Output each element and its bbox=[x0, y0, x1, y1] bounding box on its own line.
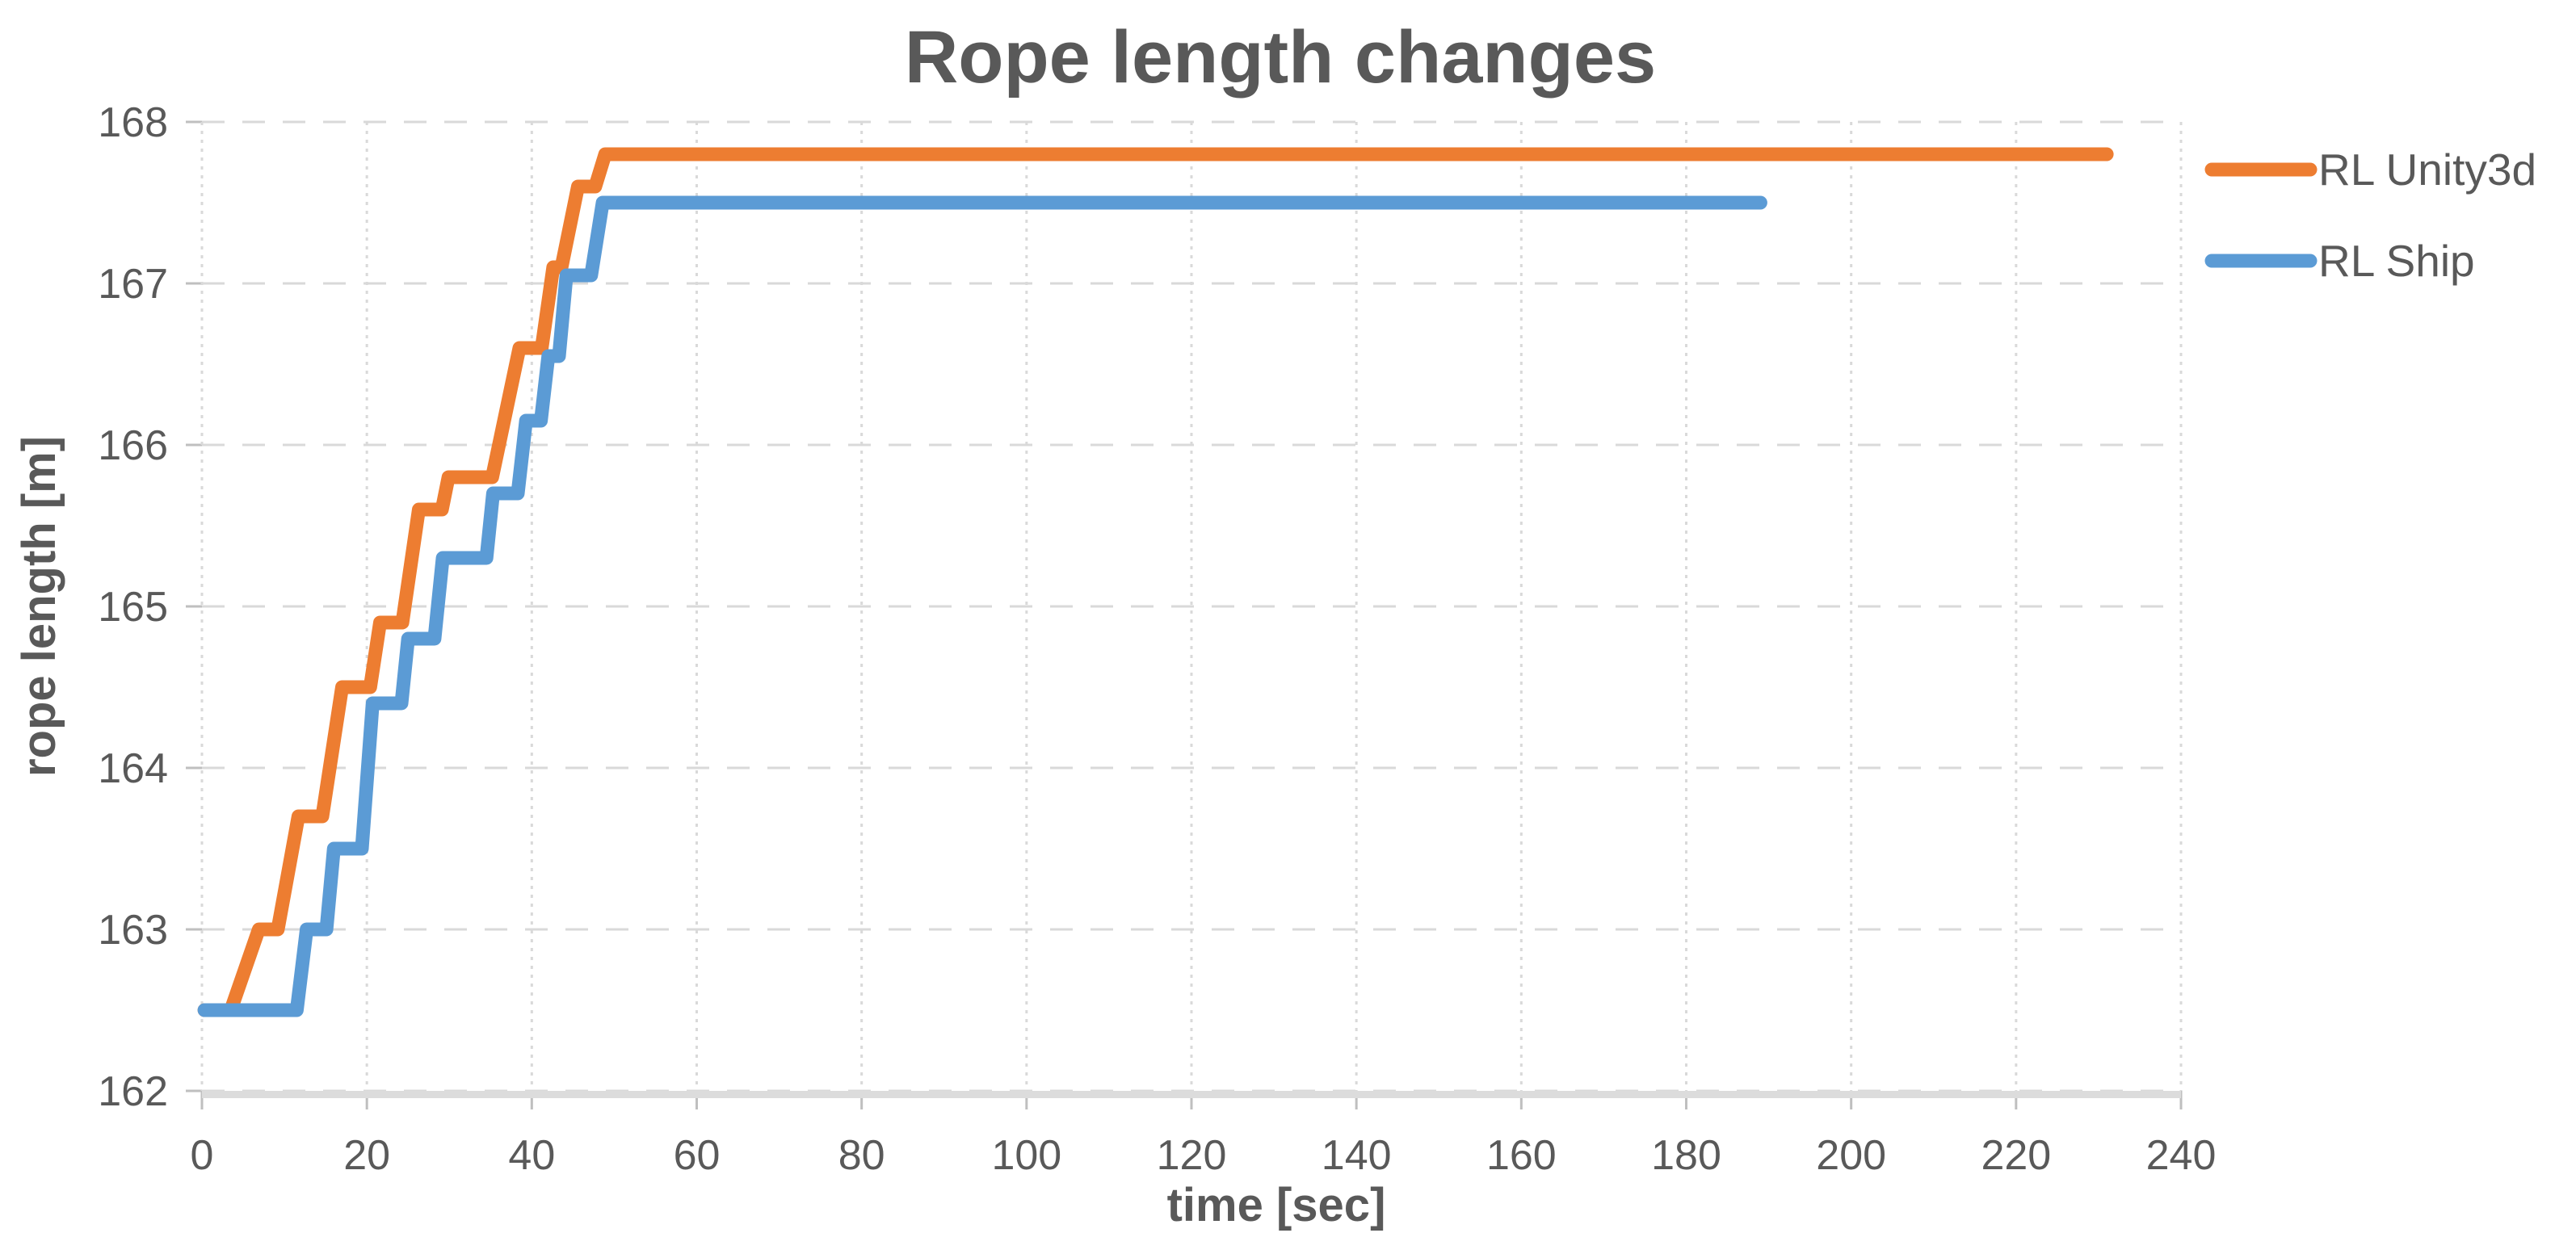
y-axis-title: rope length [m] bbox=[13, 436, 65, 777]
series-lines bbox=[197, 147, 2114, 1017]
y-tick-label: 165 bbox=[98, 584, 168, 631]
x-tick-label: 160 bbox=[1486, 1132, 1557, 1179]
y-tick-label: 163 bbox=[98, 907, 168, 954]
x-axis-line bbox=[202, 1091, 2181, 1098]
series-line-rl-ship bbox=[197, 195, 1767, 1017]
y-tick-label: 168 bbox=[98, 99, 168, 146]
legend: RL Unity3d RL Ship bbox=[2204, 145, 2536, 286]
x-tick-label: 60 bbox=[674, 1132, 721, 1179]
tick-labels: 162 163 164 165 166 167 168 0 20 40 60 80 100 120 140 1… bbox=[98, 99, 2216, 1179]
legend-label-rl-unity3d: RL Unity3d bbox=[2318, 145, 2536, 195]
chart-title: Rope length changes bbox=[905, 16, 1656, 99]
series-line-rl-unity3d bbox=[197, 147, 2114, 1017]
y-tick-label: 167 bbox=[98, 261, 168, 308]
legend-item-rl-ship: RL Ship bbox=[2204, 236, 2475, 286]
x-tick-label: 140 bbox=[1322, 1132, 1392, 1179]
x-tick-label: 240 bbox=[2146, 1132, 2217, 1179]
x-tick-label: 180 bbox=[1651, 1132, 1721, 1179]
y-tick-label: 166 bbox=[98, 422, 168, 469]
x-tick-label: 100 bbox=[991, 1132, 1061, 1179]
x-tick-label: 80 bbox=[838, 1132, 885, 1179]
legend-item-rl-unity3d: RL Unity3d bbox=[2204, 145, 2536, 195]
x-tick-label: 0 bbox=[191, 1132, 214, 1179]
x-axis-title: time [sec] bbox=[1167, 1179, 1386, 1231]
x-tick-label: 40 bbox=[508, 1132, 555, 1179]
x-tick-label: 220 bbox=[1981, 1132, 2051, 1179]
x-tick-label: 120 bbox=[1157, 1132, 1227, 1179]
grid-layer bbox=[186, 120, 2183, 1109]
x-tick-label: 200 bbox=[1816, 1132, 1886, 1179]
x-tick-label: 20 bbox=[343, 1132, 390, 1179]
y-tick-label: 162 bbox=[98, 1068, 168, 1115]
legend-label-rl-ship: RL Ship bbox=[2318, 236, 2475, 286]
y-tick-label: 164 bbox=[98, 745, 168, 792]
